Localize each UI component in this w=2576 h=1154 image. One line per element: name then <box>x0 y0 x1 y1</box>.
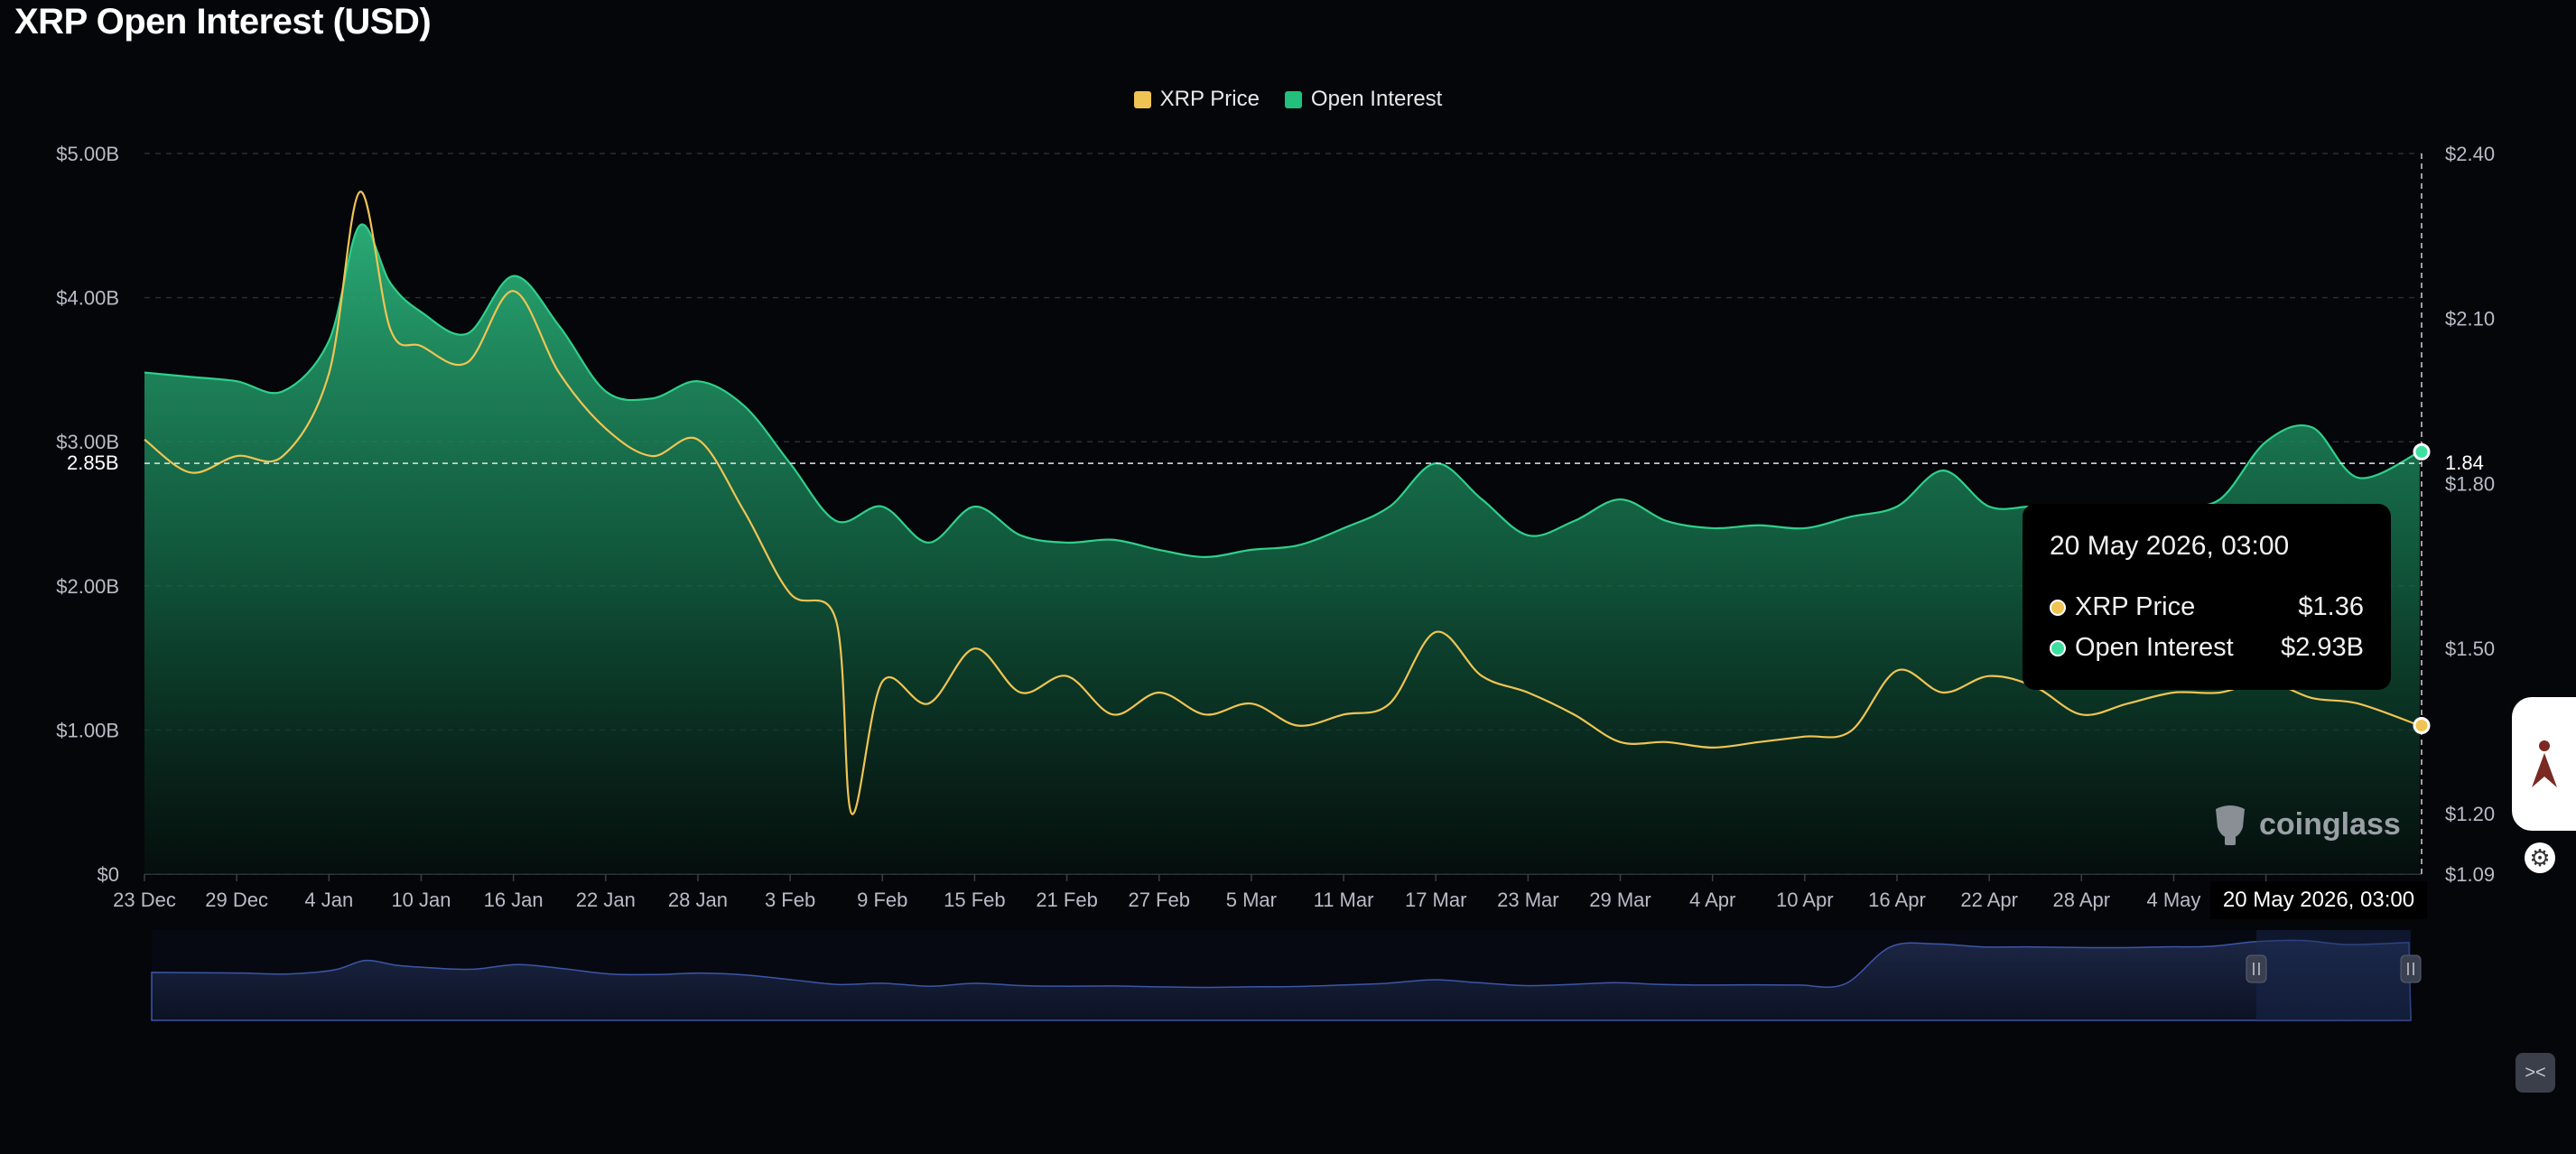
x-tick-label: 10 Apr <box>1776 889 1834 911</box>
open-interest-hover-marker <box>2413 442 2431 461</box>
embed-code-button[interactable]: >< <box>2516 1053 2555 1093</box>
x-tick-label: 29 Dec <box>205 889 268 911</box>
chart-legend: XRP Price Open Interest <box>0 87 2576 112</box>
crosshair-left-value: 2.85B <box>63 451 123 475</box>
x-tick-label: 5 Mar <box>1226 889 1277 911</box>
navigator-selection[interactable] <box>2255 930 2411 1020</box>
xrp-price-line <box>144 191 2421 815</box>
side-drawer-tab[interactable] <box>2512 697 2576 831</box>
x-tick-label: 28 Jan <box>668 889 728 911</box>
x-tick-label: 16 Jan <box>484 889 544 911</box>
x-tick-label: 9 Feb <box>857 889 907 911</box>
tooltip-date: 20 May 2026, 03:00 <box>2050 531 2290 561</box>
chart-title: XRP Open Interest (USD) <box>14 2 432 42</box>
crosshair-layer <box>144 154 2431 874</box>
y-axis-right: $1.09 $1.20 $1.50 $1.80 $2.10 $2.40 <box>2445 143 2495 886</box>
tooltip-dot-open-interest <box>2050 639 2066 656</box>
x-tick-label: 27 Feb <box>1128 889 1190 911</box>
y-right-tick-label: $2.10 <box>2445 308 2495 330</box>
y-right-tick-label: $1.09 <box>2445 863 2495 886</box>
settings-gear-button[interactable]: ⚙ <box>2525 842 2555 873</box>
tooltip-row-xrp-price: XRP Price $1.36 <box>2050 592 2364 622</box>
y-left-tick-label: $0 <box>98 863 119 886</box>
brand-watermark: coinglass <box>2210 802 2401 847</box>
open-interest-area <box>144 224 2420 874</box>
y-right-tick-label: $2.40 <box>2445 143 2495 165</box>
navigator-series <box>151 939 2412 1021</box>
navigator-handle-left[interactable] <box>2246 954 2267 983</box>
crosshair-right-value: 1.84 <box>2441 451 2488 475</box>
x-tick-label: 29 Mar <box>1589 889 1651 911</box>
x-tick-label: 17 Mar <box>1405 889 1466 911</box>
x-tick-label: 22 Apr <box>1960 889 2018 911</box>
tooltip-row-open-interest: Open Interest $2.93B <box>2050 633 2364 663</box>
y-axis-left: $0 $1.00B $2.00B $3.00B $4.00B $5.00B <box>56 143 119 886</box>
brand-name: coinglass <box>2259 806 2401 842</box>
x-tick-label: 4 Apr <box>1689 889 1735 911</box>
gear-icon: ⚙ <box>2529 843 2551 871</box>
open-interest-line <box>144 223 2421 558</box>
series-layer <box>144 191 2421 874</box>
x-tick-label: 15 Feb <box>944 889 1006 911</box>
y-left-tick-label: $1.00B <box>56 719 119 741</box>
drawer-person-icon <box>2531 740 2557 787</box>
tooltip-value-open-interest: $2.93B <box>2281 633 2364 662</box>
y-left-tick-label: $3.00B <box>56 431 119 453</box>
x-tick-label: 16 Apr <box>1868 889 1926 911</box>
tooltip-label-open-interest: Open Interest <box>2075 633 2234 662</box>
legend-label-open-interest: Open Interest <box>1310 87 1443 111</box>
x-tick-label: 11 Mar <box>1314 889 1374 911</box>
tooltip-dot-xrp-price <box>2050 599 2066 616</box>
x-tick-label: 22 Jan <box>576 889 636 911</box>
navigator <box>151 930 2422 1021</box>
data-tooltip: 20 May 2026, 03:00 XRP Price $1.36 Open … <box>2023 504 2391 690</box>
x-tick-label: 23 Dec <box>113 889 176 911</box>
legend-label-xrp-price: XRP Price <box>1159 87 1260 111</box>
code-icon: >< <box>2525 1062 2546 1083</box>
x-tick-label: 10 Jan <box>391 889 451 911</box>
crosshair-date-label: 20 May 2026, 03:00 <box>2209 881 2428 919</box>
y-right-tick-label: $1.20 <box>2445 803 2495 825</box>
legend-item-open-interest[interactable]: Open Interest <box>1284 87 1443 112</box>
x-tick-label: 4 May <box>2146 889 2200 911</box>
x-tick-label: 28 Apr <box>2052 889 2110 911</box>
x-tick-label: 4 Jan <box>304 889 353 911</box>
legend-item-xrp-price[interactable]: XRP Price <box>1133 87 1260 112</box>
y-left-tick-label: $2.00B <box>56 575 119 598</box>
legend-swatch-xrp-price <box>1133 90 1151 108</box>
x-tick-label: 21 Feb <box>1036 889 1098 911</box>
coinglass-logo-icon <box>2216 805 2245 845</box>
x-tick-label: 3 Feb <box>765 889 815 911</box>
tooltip-value-xrp-price: $1.36 <box>2298 592 2364 621</box>
y-right-tick-label: $1.80 <box>2445 472 2495 495</box>
tooltip-label-xrp-price: XRP Price <box>2075 592 2196 621</box>
navigator-handle-right[interactable] <box>2400 954 2422 983</box>
legend-swatch-open-interest <box>1284 90 1302 108</box>
y-left-tick-label: $5.00B <box>56 143 119 165</box>
x-tick-label: 23 Mar <box>1497 889 1558 911</box>
y-left-tick-label: $4.00B <box>56 287 119 310</box>
x-axis: 23 Dec 29 Dec 4 Jan 10 Jan 16 Jan 22 Jan 28 Ja… <box>113 873 2422 911</box>
y-right-tick-label: $1.50 <box>2445 637 2495 660</box>
xrp-price-hover-marker <box>2413 717 2431 735</box>
